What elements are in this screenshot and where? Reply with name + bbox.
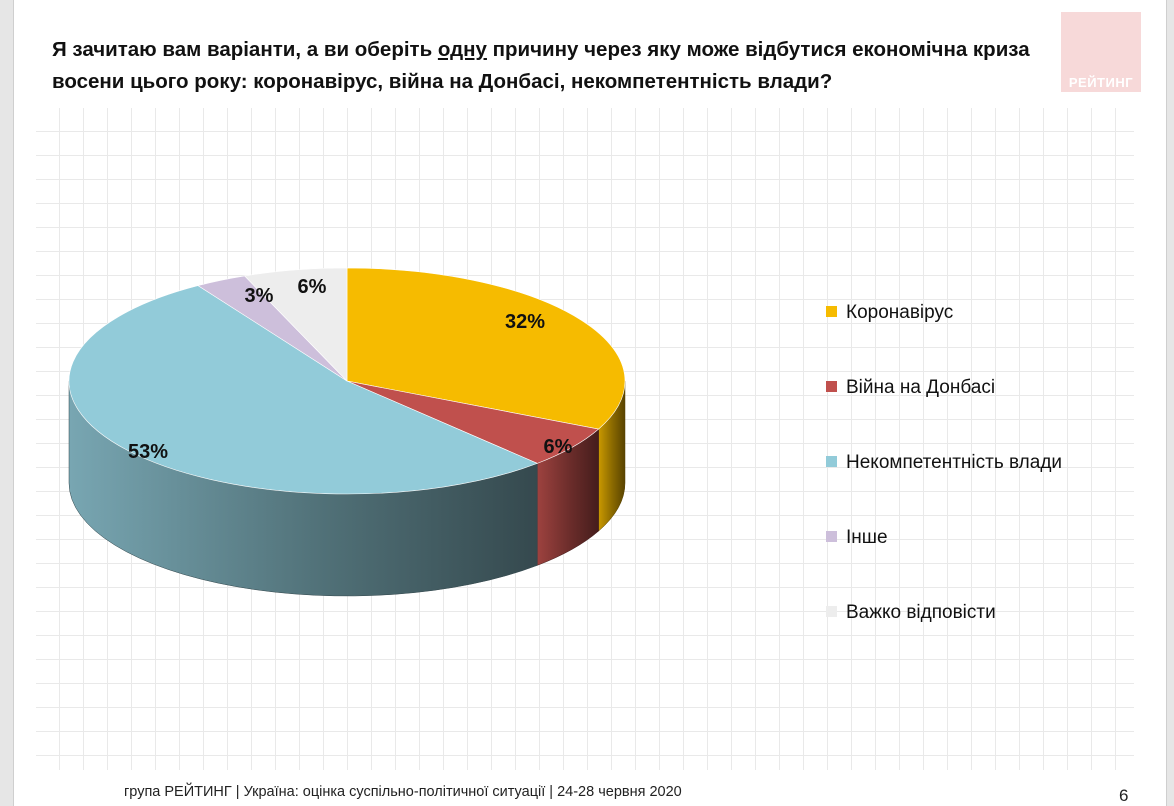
legend-swatch xyxy=(826,606,837,617)
title-text-end: причину через яку може відбутися економі… xyxy=(52,38,1030,93)
legend-label: Війна на Донбасі xyxy=(846,377,996,398)
pie-slice-4 xyxy=(244,267,348,382)
slice-label-1: 6% xyxy=(544,436,573,458)
legend-swatch xyxy=(826,381,837,392)
footer-text: група РЕЙТИНГ | Україна: оцінка суспільн… xyxy=(124,784,682,800)
legend-label: Некомпетентність влади xyxy=(846,452,1063,473)
legend-item: Некомпетентність влади xyxy=(826,450,1062,476)
title-underlined-word: одну xyxy=(437,38,487,61)
legend-swatch xyxy=(826,456,837,467)
legend-item: Інше xyxy=(826,525,888,551)
legend-item: Коронавірус xyxy=(826,300,953,326)
pie-slice-0 xyxy=(346,267,626,430)
legend-item: Війна на Донбасі xyxy=(826,375,995,401)
slice-label-3: 3% xyxy=(245,285,274,307)
logo-text: РЕЙТИНГ xyxy=(1068,75,1134,90)
rating-logo: РЕЙТИНГ xyxy=(1061,12,1141,92)
legend-swatch xyxy=(826,531,837,542)
legend-label: Важко відповісти xyxy=(846,602,996,623)
legend-label: Інше xyxy=(846,527,888,548)
title-text-start: Я зачитаю вам варіанти, а ви оберіть xyxy=(52,38,438,61)
page-number: 6 xyxy=(1119,786,1129,805)
right-frame-border xyxy=(1166,0,1174,806)
slice-label-2: 53% xyxy=(128,441,168,463)
slice-label-4: 6% xyxy=(298,276,327,298)
left-frame-border xyxy=(0,0,14,806)
slice-label-0: 32% xyxy=(505,311,545,333)
chart-title: Я зачитаю вам варіанти, а ви оберіть одн… xyxy=(52,34,1042,98)
legend-item: Важко відповісти xyxy=(826,600,996,626)
pie-slice-2 xyxy=(68,285,539,495)
legend-label: Коронавірус xyxy=(846,302,954,323)
legend-swatch xyxy=(826,306,837,317)
